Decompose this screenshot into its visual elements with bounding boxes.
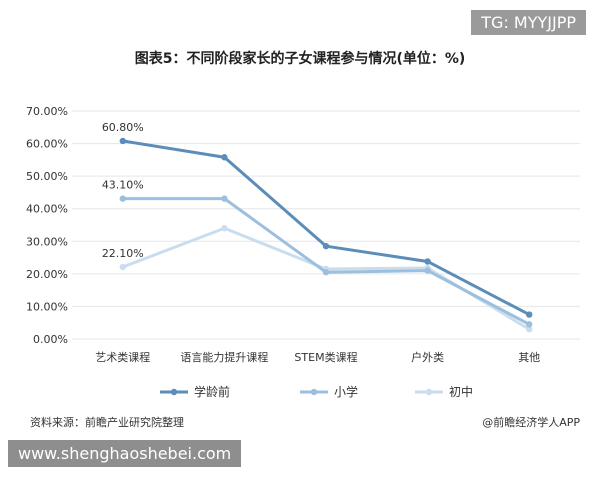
x-tick-label: 户外类 bbox=[411, 350, 444, 364]
watermark-url: www.shenghaoshebei.com bbox=[8, 440, 242, 467]
legend-label-2: 初中 bbox=[449, 384, 473, 399]
y-tick-label: 50.00% bbox=[26, 170, 68, 183]
legend-marker-1 bbox=[310, 388, 318, 396]
y-tick-label: 70.00% bbox=[26, 105, 68, 118]
legend: 学龄前 小学 初中 bbox=[160, 384, 473, 399]
series-point-1 bbox=[221, 195, 228, 202]
legend-label-1: 小学 bbox=[334, 384, 358, 399]
legend-marker-0 bbox=[170, 388, 178, 396]
grid-layer bbox=[72, 110, 580, 340]
y-axis-ticks: 0.00% 10.00% 20.00% 30.00% 40.00% 50.00% 60.00… bbox=[26, 105, 68, 346]
y-tick-label: 20.00% bbox=[26, 268, 68, 281]
series-point-0 bbox=[526, 311, 533, 318]
x-tick-label: 其他 bbox=[518, 351, 540, 364]
data-label: 43.10% bbox=[102, 179, 144, 192]
x-tick-label: 语言能力提升课程 bbox=[180, 350, 268, 364]
series-point-0 bbox=[221, 154, 228, 161]
series-point-1 bbox=[526, 321, 533, 328]
legend-marker-2 bbox=[425, 388, 433, 396]
credit-note: @前瞻经济学人APP bbox=[482, 416, 580, 429]
y-tick-label: 10.00% bbox=[26, 300, 68, 313]
legend-label-0: 学龄前 bbox=[194, 384, 230, 399]
y-tick-label: 60.00% bbox=[26, 138, 68, 151]
tg-banner: TG: MYYJJPP bbox=[471, 10, 586, 35]
data-label: 22.10% bbox=[102, 247, 144, 260]
series-line-1 bbox=[122, 197, 530, 326]
series-point-0 bbox=[424, 258, 431, 265]
series-point-0 bbox=[322, 242, 330, 250]
series-point-1 bbox=[424, 267, 431, 274]
series-line-0 bbox=[122, 139, 530, 316]
x-tick-label: STEM类课程 bbox=[294, 350, 357, 364]
series-point-0 bbox=[119, 137, 127, 145]
data-label: 60.80% bbox=[102, 121, 144, 134]
series-point-1 bbox=[119, 195, 127, 202]
x-axis-ticks: 艺术类课程 语言能力提升课程 STEM类课程 户外类 其他 bbox=[95, 350, 540, 364]
x-tick-label: 艺术类课程 bbox=[95, 350, 150, 364]
series-layer bbox=[119, 137, 533, 333]
series-point-2 bbox=[526, 326, 533, 333]
data-labels: 60.80% 43.10% 22.10% bbox=[102, 121, 144, 260]
y-tick-label: 30.00% bbox=[26, 235, 68, 248]
chart-title: 图表5：不同阶段家长的子女课程参与情况(单位：%) bbox=[134, 51, 466, 67]
series-point-2 bbox=[119, 263, 127, 271]
series-point-1 bbox=[322, 269, 330, 276]
y-tick-label: 0.00% bbox=[33, 333, 68, 346]
series-point-2 bbox=[221, 225, 228, 232]
y-tick-label: 40.00% bbox=[26, 203, 68, 216]
source-note: 资料来源：前瞻产业研究院整理 bbox=[30, 416, 184, 429]
